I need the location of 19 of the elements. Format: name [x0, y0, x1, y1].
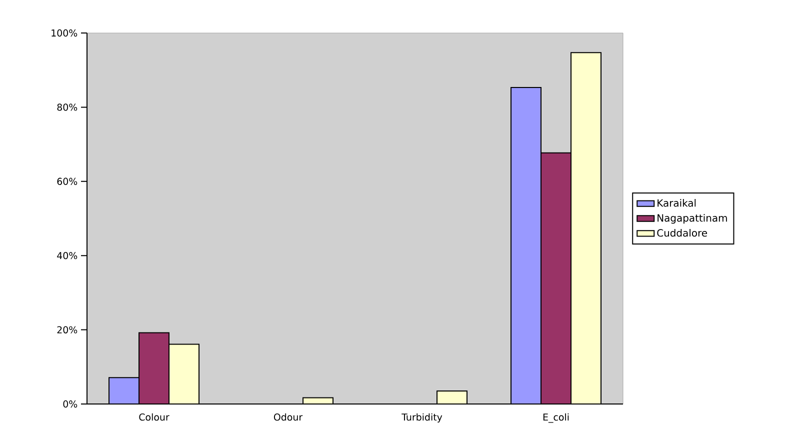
legend-label: Cuddalore [657, 228, 708, 237]
x-tick-label: E_coli [543, 413, 569, 423]
legend-label: Karaikal [658, 199, 696, 207]
y-tick-label: 20% [57, 326, 78, 334]
y-tick-label: 0% [63, 400, 78, 408]
y-tick-label: 60% [57, 178, 78, 185]
bar [169, 344, 200, 404]
y-tick-label: 80% [57, 104, 78, 111]
bar [510, 87, 542, 404]
bar [540, 152, 572, 404]
legend-label: Nagapattinam [658, 214, 727, 224]
x-tick-label: Turbidity [402, 413, 442, 423]
y-tick-label: 40% [57, 252, 78, 260]
x-tick-label: Colour [139, 413, 170, 421]
bar [109, 378, 139, 404]
x-tick-label: Odour [274, 413, 303, 421]
bar [570, 52, 602, 404]
y-tick-label: 100% [52, 29, 78, 37]
bar [139, 332, 169, 404]
